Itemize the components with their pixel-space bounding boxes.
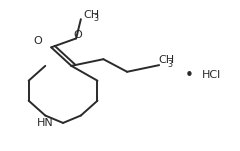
Text: 3: 3 (168, 60, 173, 69)
Text: 3: 3 (93, 14, 98, 23)
Text: CH: CH (158, 55, 174, 65)
Text: HCl: HCl (202, 71, 221, 80)
Text: •: • (184, 68, 193, 83)
Text: O: O (34, 36, 42, 46)
Text: HN: HN (37, 118, 54, 128)
Text: CH: CH (83, 10, 99, 19)
Text: O: O (73, 30, 82, 40)
